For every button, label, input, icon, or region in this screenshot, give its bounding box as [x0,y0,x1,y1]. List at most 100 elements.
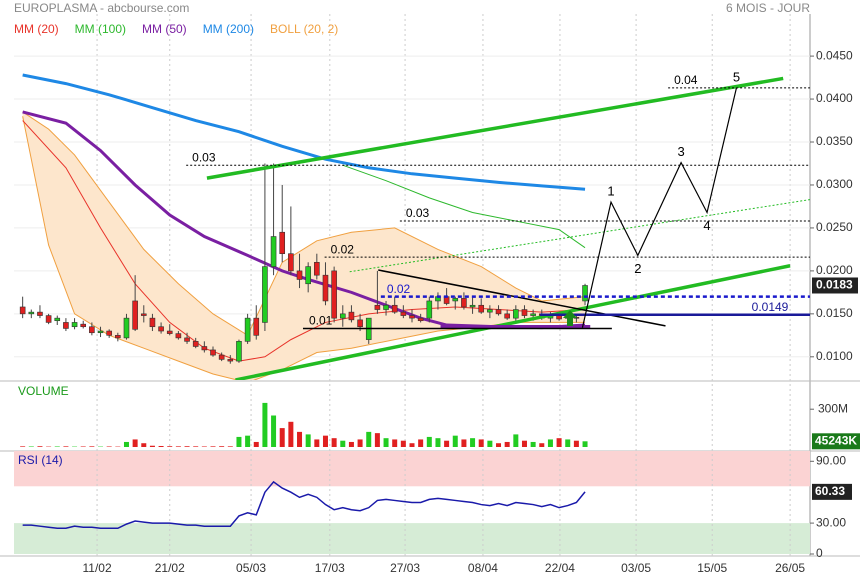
candle-body [314,262,319,275]
y-tick-label: 0.0200 [816,263,853,277]
candle-body [245,318,250,341]
legend-entry: BOLL (20, 2) [270,22,338,36]
volume-bar [444,441,449,447]
price-line-label: 0.0149 [752,300,789,314]
volume-tick-label: 300M [818,401,848,415]
candle-body [133,301,138,329]
volume-bar [20,446,25,447]
x-tick-label: 15/05 [697,561,727,575]
volume-bar [314,439,319,447]
volume-bar [557,438,562,447]
candle-body [141,314,146,316]
level-label: 0.03 [406,206,430,220]
volume-bar [271,416,276,448]
rsi-tag-label: 60.33 [815,484,845,498]
x-tick-label: 08/04 [468,561,498,575]
volume-bar [254,442,259,447]
volume-bar [288,422,293,447]
wave-label: 2 [634,261,641,276]
volume-bar [384,438,389,447]
rsi-oversold-zone [14,523,810,554]
volume-bar [375,433,380,447]
volume-bar [531,442,536,447]
volume-bar [236,437,241,447]
volume-bar [228,446,233,447]
volume-bar [55,446,60,447]
volume-bar [280,428,285,447]
candle-body [358,320,363,327]
volume-bar [565,439,570,447]
last-price-label: 0.0183 [816,278,853,292]
x-tick-label: 26/05 [775,561,805,575]
rsi-overbought-zone [14,451,810,486]
x-tick-label: 21/02 [155,561,185,575]
level-label: 0.04 [674,73,698,87]
volume-bar [479,439,484,447]
candle-body [557,316,562,319]
candle-body [410,316,415,319]
candle-body [496,310,501,314]
wave-label: 5 [733,69,740,84]
candle-body [418,318,423,321]
page-title: EUROPLASMA - abcbourse.com [14,1,189,15]
volume-bar [522,441,527,447]
volume-tag-label: 45243K [815,433,857,447]
candle-body [306,267,311,284]
candle-body [29,312,34,314]
volume-bar [340,441,345,447]
wave-label: 4 [703,218,710,233]
candle-body [219,355,224,359]
candle-body [479,305,484,312]
candle-body [401,312,406,315]
volume-bar [193,446,198,447]
volume-bar [81,446,86,447]
candle-body [505,314,510,318]
legend-entry: MM (20) [14,22,59,36]
candle-body [37,312,42,315]
candle-body [513,310,518,319]
candle-body [176,334,181,338]
candle-body [349,312,354,320]
volume-bar [219,446,224,447]
legend-entry: MM (200) [203,22,254,36]
wave-label: 1 [607,184,614,199]
candle-body [211,350,216,355]
volume-bar [159,446,164,447]
candle-body [46,316,51,323]
candle-body [254,318,259,335]
candle-body [392,305,397,312]
x-tick-label: 05/03 [236,561,266,575]
candle-body [461,298,466,307]
candle-body [20,307,25,314]
candle-body [271,237,276,267]
volume-bar [487,441,492,447]
candle-body [280,232,285,253]
candle-body [340,314,345,318]
volume-bar [505,442,510,447]
volume-bar [548,439,553,447]
volume-bar [358,439,363,447]
legend-entry: MM (50) [142,22,187,36]
candle-body [453,298,458,301]
rsi-tick-label: 90.00 [816,453,846,467]
candle-body [72,322,77,326]
volume-bar [185,446,190,447]
candle-body [236,341,241,361]
candle-body [81,324,86,327]
volume-bar [427,437,432,447]
volume-bar [141,443,146,447]
candle-body [262,267,267,323]
level-label: 0.02 [387,282,411,296]
volume-bar [107,446,112,447]
volume-bar [323,436,328,447]
volume-bar [133,439,138,447]
candle-body [115,335,120,338]
volume-bar [461,439,466,447]
volume-bar [63,446,68,447]
x-tick-label: 17/03 [315,561,345,575]
x-tick-label: 22/04 [545,561,575,575]
candle-body [124,318,129,338]
volume-bar [262,403,267,447]
volume-bar [150,446,155,447]
